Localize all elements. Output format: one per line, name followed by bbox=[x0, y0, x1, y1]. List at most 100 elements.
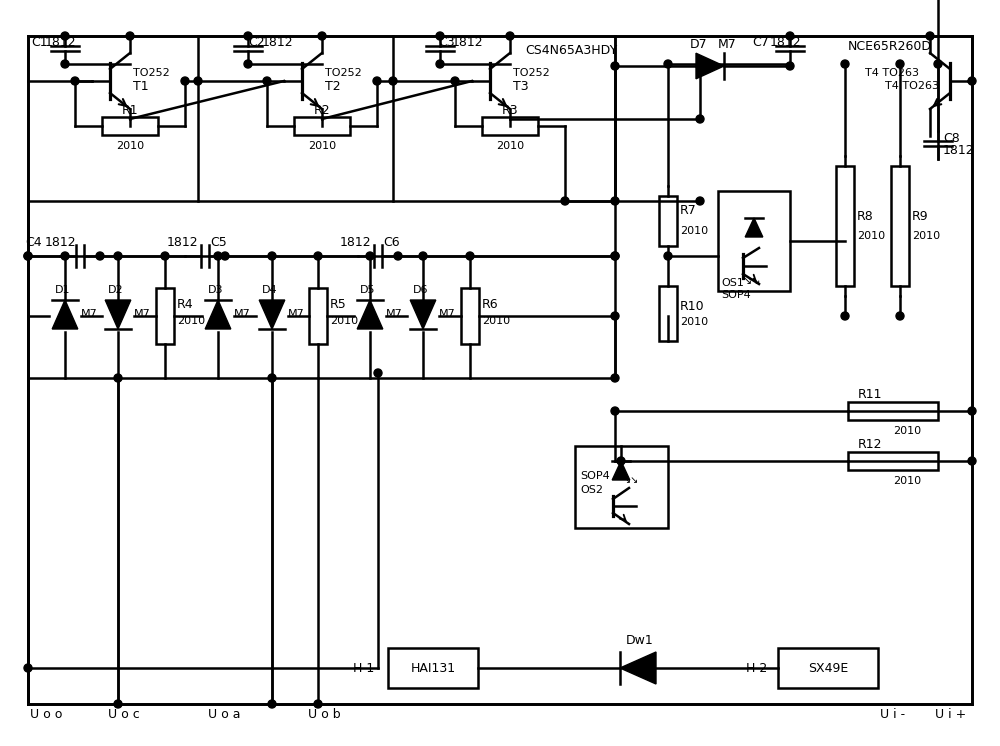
Circle shape bbox=[24, 252, 32, 260]
Circle shape bbox=[161, 252, 169, 260]
Text: 2010: 2010 bbox=[893, 426, 921, 436]
Text: C8: C8 bbox=[943, 131, 960, 145]
Circle shape bbox=[617, 457, 625, 465]
Text: T1: T1 bbox=[133, 80, 149, 93]
Text: R4: R4 bbox=[177, 298, 194, 310]
Circle shape bbox=[366, 252, 374, 260]
Bar bbox=[659, 196, 677, 246]
Bar bbox=[28, 36, 972, 704]
Circle shape bbox=[841, 312, 849, 320]
Circle shape bbox=[611, 252, 619, 260]
Text: R3: R3 bbox=[502, 104, 518, 116]
Text: R6: R6 bbox=[482, 298, 499, 310]
Text: 1812: 1812 bbox=[262, 37, 294, 49]
Circle shape bbox=[268, 252, 276, 260]
Circle shape bbox=[466, 252, 474, 260]
Bar bbox=[836, 166, 854, 286]
Text: 2010: 2010 bbox=[330, 316, 358, 326]
Polygon shape bbox=[105, 300, 131, 329]
Text: M7: M7 bbox=[439, 309, 456, 319]
Polygon shape bbox=[259, 300, 285, 329]
Text: M7: M7 bbox=[718, 37, 737, 51]
Polygon shape bbox=[205, 300, 231, 329]
Text: M7: M7 bbox=[81, 309, 98, 319]
Polygon shape bbox=[696, 53, 724, 79]
Text: 2010: 2010 bbox=[912, 231, 940, 241]
Text: R8: R8 bbox=[857, 210, 874, 222]
Text: T2: T2 bbox=[325, 80, 341, 93]
Polygon shape bbox=[52, 300, 78, 329]
Circle shape bbox=[696, 115, 704, 123]
Text: R7: R7 bbox=[680, 204, 697, 218]
Circle shape bbox=[968, 457, 976, 465]
Text: 2010: 2010 bbox=[680, 226, 708, 236]
Text: U i +: U i + bbox=[935, 707, 966, 721]
Circle shape bbox=[696, 62, 704, 70]
Circle shape bbox=[926, 32, 934, 40]
Text: R2: R2 bbox=[314, 104, 330, 116]
Text: ↘↘: ↘↘ bbox=[743, 276, 761, 286]
Polygon shape bbox=[745, 218, 763, 237]
Circle shape bbox=[786, 32, 794, 40]
Circle shape bbox=[786, 62, 794, 70]
Text: D3: D3 bbox=[208, 285, 224, 295]
Text: D7: D7 bbox=[690, 37, 708, 51]
Circle shape bbox=[611, 312, 619, 320]
Bar bbox=[891, 166, 909, 286]
Bar bbox=[848, 452, 938, 470]
Text: TO252: TO252 bbox=[513, 68, 550, 78]
Text: R10: R10 bbox=[680, 299, 705, 313]
Circle shape bbox=[611, 457, 619, 465]
Text: U o a: U o a bbox=[208, 707, 240, 721]
Bar bbox=[294, 117, 350, 135]
Text: R5: R5 bbox=[330, 298, 347, 310]
Circle shape bbox=[394, 252, 402, 260]
Text: 1812: 1812 bbox=[167, 236, 199, 248]
Circle shape bbox=[561, 197, 569, 205]
Text: 2010: 2010 bbox=[482, 316, 510, 326]
Circle shape bbox=[244, 60, 252, 68]
Polygon shape bbox=[620, 652, 656, 684]
Text: 1812: 1812 bbox=[340, 236, 372, 248]
Circle shape bbox=[968, 407, 976, 415]
Circle shape bbox=[61, 252, 69, 260]
Circle shape bbox=[611, 62, 619, 70]
Circle shape bbox=[24, 252, 32, 260]
Circle shape bbox=[664, 252, 672, 260]
Circle shape bbox=[664, 60, 672, 68]
Circle shape bbox=[389, 77, 397, 85]
Text: C4: C4 bbox=[25, 236, 42, 248]
Text: R1: R1 bbox=[122, 104, 138, 116]
Circle shape bbox=[221, 252, 229, 260]
Polygon shape bbox=[357, 300, 383, 329]
Circle shape bbox=[611, 252, 619, 260]
Text: R11: R11 bbox=[858, 389, 883, 401]
Text: 1812: 1812 bbox=[45, 37, 77, 49]
Circle shape bbox=[968, 77, 976, 85]
Polygon shape bbox=[612, 461, 630, 480]
Text: 1812: 1812 bbox=[943, 145, 975, 157]
Text: C3: C3 bbox=[438, 37, 455, 49]
Circle shape bbox=[244, 32, 252, 40]
Bar bbox=[575, 446, 668, 528]
Text: C2: C2 bbox=[248, 37, 265, 49]
Circle shape bbox=[194, 77, 202, 85]
Bar bbox=[388, 648, 478, 688]
Text: 1812: 1812 bbox=[770, 37, 802, 49]
Bar bbox=[848, 402, 938, 420]
Circle shape bbox=[181, 77, 189, 85]
Circle shape bbox=[214, 252, 222, 260]
Bar bbox=[778, 648, 878, 688]
Circle shape bbox=[61, 60, 69, 68]
Text: NCE65R260D: NCE65R260D bbox=[848, 40, 932, 52]
Circle shape bbox=[611, 407, 619, 415]
Text: C7: C7 bbox=[752, 37, 769, 49]
Circle shape bbox=[114, 252, 122, 260]
Text: 1812: 1812 bbox=[45, 236, 77, 248]
Text: H 2: H 2 bbox=[746, 662, 767, 674]
Text: SX49E: SX49E bbox=[808, 662, 848, 674]
Text: U i -: U i - bbox=[880, 707, 905, 721]
Text: H 1: H 1 bbox=[353, 662, 374, 674]
Text: 2010: 2010 bbox=[496, 141, 524, 151]
Text: D4: D4 bbox=[262, 285, 278, 295]
